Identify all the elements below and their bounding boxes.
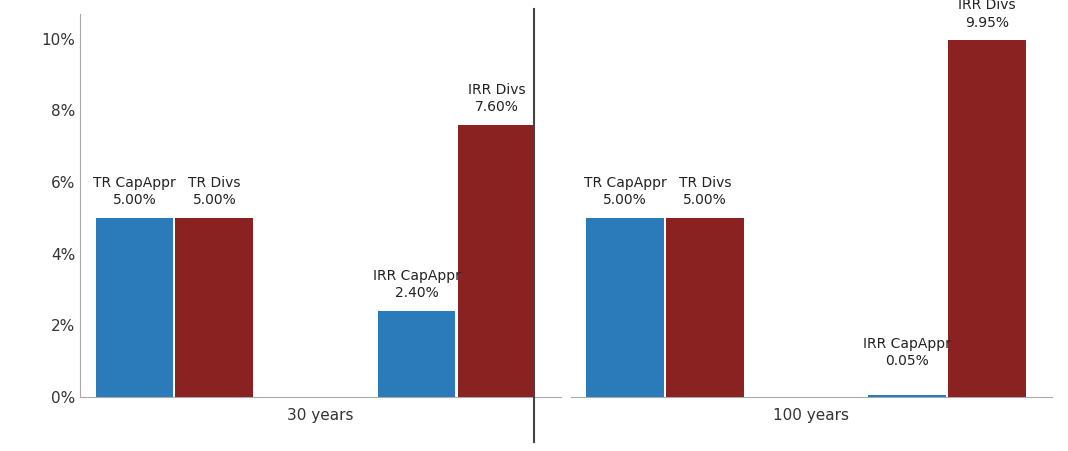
Text: TR CapAppr
5.00%: TR CapAppr 5.00% xyxy=(584,176,666,207)
Bar xyxy=(175,218,253,397)
Bar xyxy=(586,218,664,397)
Text: IRR CapAppr
0.05%: IRR CapAppr 0.05% xyxy=(863,337,952,368)
Text: TR CapAppr
5.00%: TR CapAppr 5.00% xyxy=(93,176,176,207)
Text: IRR CapAppr
2.40%: IRR CapAppr 2.40% xyxy=(373,269,460,300)
Bar xyxy=(868,395,946,397)
Bar xyxy=(378,311,455,397)
Bar xyxy=(96,218,173,397)
Text: TR Divs
5.00%: TR Divs 5.00% xyxy=(188,176,240,207)
Bar xyxy=(948,41,1026,397)
Text: IRR Divs
9.95%: IRR Divs 9.95% xyxy=(958,0,1016,30)
X-axis label: 30 years: 30 years xyxy=(287,408,354,423)
X-axis label: 100 years: 100 years xyxy=(773,408,849,423)
Bar xyxy=(457,124,535,397)
Text: TR Divs
5.00%: TR Divs 5.00% xyxy=(679,176,732,207)
Bar xyxy=(666,218,744,397)
Text: IRR Divs
7.60%: IRR Divs 7.60% xyxy=(468,83,525,114)
